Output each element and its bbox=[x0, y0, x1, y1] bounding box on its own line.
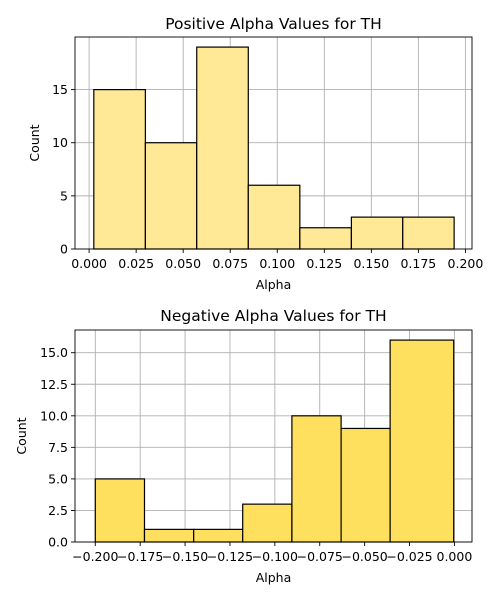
bars-positive bbox=[93, 46, 455, 250]
y-tick-label-positive: 10 bbox=[52, 135, 68, 150]
y-tick-label-negative: 0.0 bbox=[48, 535, 68, 550]
chart-positive-alpha: 0.000 0.025 0.050 0.075 0.100 0.125 0.150 0.175… bbox=[27, 15, 483, 292]
x-tick-label-positive: 0.150 bbox=[353, 256, 389, 271]
y-tick-label-negative: 15.0 bbox=[40, 345, 68, 360]
y-ticks-negative: 0.0 2.5 5.0 7.5 10.0 12.5 15.0 bbox=[40, 345, 75, 550]
x-ticks-negative: −0.200−0.175−0.150−0.125−0.100−0.075−0.0… bbox=[72, 542, 472, 564]
x-tick-label-positive: 0.175 bbox=[400, 256, 436, 271]
x-tick-label-positive: 0.200 bbox=[448, 256, 484, 271]
x-axis-label-positive: Alpha bbox=[256, 277, 292, 292]
y-axis-label-positive: Count bbox=[27, 124, 42, 161]
x-tick-label-negative: 0.000 bbox=[437, 549, 473, 564]
y-tick-label-positive: 5 bbox=[60, 188, 68, 203]
x-tick-label-positive: 0.075 bbox=[212, 256, 248, 271]
x-axis-label-negative: Alpha bbox=[256, 570, 292, 585]
histogram-bar-negative bbox=[389, 339, 455, 543]
y-tick-label-negative: 10.0 bbox=[40, 408, 68, 423]
histogram-bar-negative bbox=[291, 415, 342, 543]
x-tick-label-positive: 0.025 bbox=[118, 256, 154, 271]
histogram-bar-positive bbox=[350, 216, 404, 250]
bars-negative bbox=[94, 339, 455, 543]
y-tick-label-negative: 7.5 bbox=[48, 440, 68, 455]
histogram-bar-positive bbox=[299, 227, 352, 250]
y-tick-label-positive: 15 bbox=[52, 82, 68, 97]
histogram-bar-negative bbox=[340, 427, 391, 543]
y-tick-label-negative: 5.0 bbox=[48, 471, 68, 486]
x-tick-label-negative: −0.150 bbox=[162, 549, 208, 564]
x-tick-label-positive: 0.125 bbox=[306, 256, 342, 271]
x-tick-label-negative: −0.175 bbox=[117, 549, 163, 564]
histogram-bar-positive bbox=[247, 184, 301, 250]
histogram-bar-negative bbox=[94, 478, 146, 543]
x-ticks-positive: 0.000 0.025 0.050 0.075 0.100 0.125 0.150 0.175… bbox=[71, 249, 483, 271]
chart-title-negative: Negative Alpha Values for TH bbox=[160, 307, 386, 325]
y-tick-label-positive: 0 bbox=[60, 242, 68, 257]
y-tick-label-negative: 12.5 bbox=[40, 377, 68, 392]
x-tick-label-negative: −0.025 bbox=[386, 549, 432, 564]
axes-frame-negative bbox=[74, 329, 473, 543]
x-tick-label-positive: 0.050 bbox=[165, 256, 201, 271]
y-ticks-positive: 0 5 10 15 bbox=[52, 82, 75, 257]
histogram-bar-positive bbox=[144, 142, 198, 250]
x-tick-label-positive: 0.000 bbox=[71, 256, 107, 271]
x-tick-label-positive: 0.100 bbox=[259, 256, 295, 271]
y-axis-label-negative: Count bbox=[14, 417, 29, 454]
x-tick-label-negative: −0.100 bbox=[252, 549, 298, 564]
histogram-bar-positive bbox=[93, 89, 146, 250]
histogram-bar-negative bbox=[143, 528, 195, 543]
histogram-bar-positive bbox=[402, 216, 455, 250]
y-tick-label-negative: 2.5 bbox=[48, 503, 68, 518]
histogram-bar-negative bbox=[193, 528, 244, 543]
x-tick-label-negative: −0.075 bbox=[297, 549, 343, 564]
x-tick-label-negative: −0.050 bbox=[341, 549, 387, 564]
chart-title-positive: Positive Alpha Values for TH bbox=[165, 15, 382, 33]
histogram-bar-positive bbox=[196, 46, 249, 250]
x-tick-label-negative: −0.125 bbox=[207, 549, 253, 564]
histogram-bar-negative bbox=[242, 503, 293, 543]
chart-negative-alpha: −0.200−0.175−0.150−0.125−0.100−0.075−0.0… bbox=[14, 307, 473, 585]
x-tick-label-negative: −0.200 bbox=[72, 549, 118, 564]
